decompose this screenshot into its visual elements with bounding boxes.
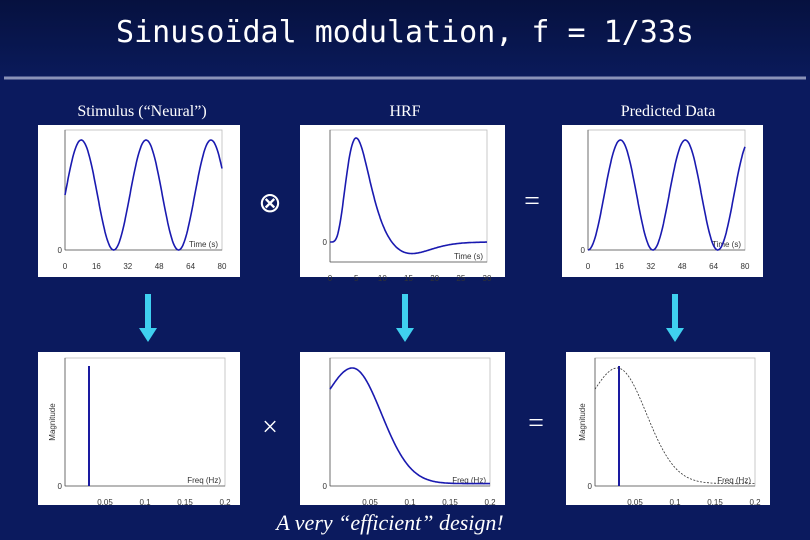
x-tick-label: 10 (378, 274, 387, 283)
y-tick-label: 0 (323, 482, 328, 491)
x-tick-label: 64 (709, 262, 718, 271)
curve (330, 137, 487, 255)
x-tick-label: 32 (123, 262, 132, 271)
column-header: Stimulus (“Neural”) (77, 103, 206, 120)
x-tick-label: 0.15 (442, 498, 458, 507)
x-axis-label: Freq (Hz) (452, 476, 486, 485)
panel (566, 352, 770, 505)
x-tick-label: 0.05 (362, 498, 378, 507)
x-tick-label: 0.15 (707, 498, 723, 507)
x-tick-label: 20 (430, 274, 439, 283)
x-tick-label: 16 (615, 262, 624, 271)
column-header: HRF (389, 103, 420, 120)
x-tick-label: 0.15 (177, 498, 193, 507)
arrows (139, 294, 684, 342)
x-tick-label: 25 (456, 274, 465, 283)
operator: = (528, 408, 544, 439)
x-tick-label: 0.1 (404, 498, 416, 507)
panel (562, 125, 763, 277)
x-axis-label: Time (s) (454, 252, 483, 261)
x-axis-label: Time (s) (189, 240, 218, 249)
x-tick-label: 30 (483, 274, 492, 283)
x-axis-label: Freq (Hz) (717, 476, 751, 485)
x-tick-label: 15 (404, 274, 413, 283)
y-tick-label: 0 (58, 246, 63, 255)
x-tick-label: 64 (186, 262, 195, 271)
y-tick-label: 0 (323, 238, 328, 247)
panel (38, 352, 240, 505)
x-tick-label: 0.2 (484, 498, 496, 507)
operator: ⊗ (258, 188, 281, 219)
x-tick-label: 0.2 (749, 498, 761, 507)
x-tick-label: 80 (741, 262, 750, 271)
y-tick-label: 0 (581, 246, 586, 255)
operator: = (524, 186, 540, 217)
x-tick-label: 0 (63, 262, 68, 271)
curve (329, 367, 490, 485)
y-tick-label: 0 (588, 482, 593, 491)
x-tick-label: 0 (328, 274, 333, 283)
x-axis-label: Freq (Hz) (187, 476, 221, 485)
x-tick-label: 0 (586, 262, 591, 271)
curve (587, 139, 746, 251)
operator: × (262, 412, 278, 443)
x-tick-label: 0.2 (219, 498, 231, 507)
panel (300, 352, 505, 505)
curve (594, 367, 755, 484)
title-bar (0, 0, 810, 76)
x-axis-label: Time (s) (712, 240, 741, 249)
y-axis-label: Magnitude (578, 403, 587, 441)
column-header: Predicted Data (621, 103, 716, 120)
x-tick-label: 5 (354, 274, 359, 283)
x-tick-label: 80 (218, 262, 227, 271)
panel (38, 125, 240, 277)
x-tick-label: 0.05 (97, 498, 113, 507)
x-tick-label: 48 (678, 262, 687, 271)
y-axis-label: Magnitude (48, 403, 57, 441)
x-tick-label: 0.1 (139, 498, 151, 507)
x-tick-label: 0.1 (669, 498, 681, 507)
curve (64, 139, 223, 251)
x-tick-label: 16 (92, 262, 101, 271)
x-tick-label: 48 (155, 262, 164, 271)
y-tick-label: 0 (58, 482, 63, 491)
title: Sinusoïdal modulation, f = 1/33s (116, 15, 694, 50)
x-tick-label: 0.05 (627, 498, 643, 507)
caption: A very “efficient” design! (274, 510, 504, 535)
x-tick-label: 32 (646, 262, 655, 271)
